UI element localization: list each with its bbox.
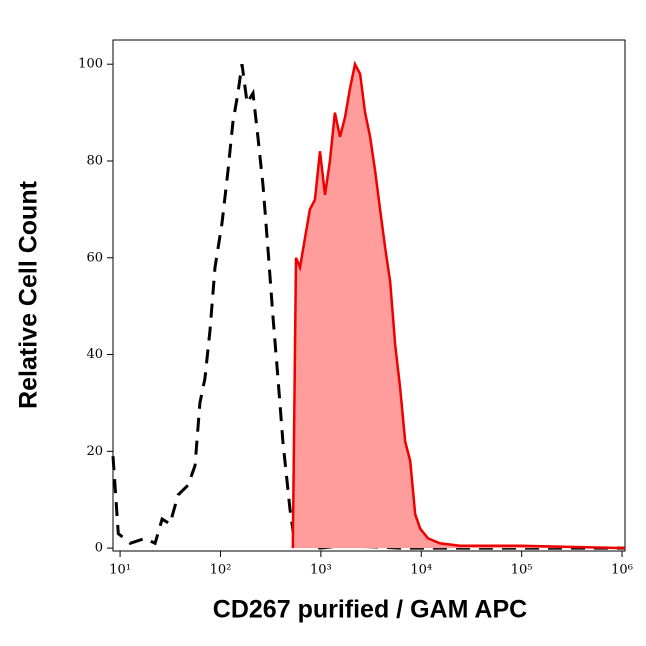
area	[292, 64, 625, 549]
x-tick-label: 10⁴	[410, 563, 432, 578]
y-tick-label: 60	[86, 250, 103, 265]
y-tick-label: 0	[95, 541, 103, 556]
x-tick-label: 10¹	[109, 563, 131, 578]
x-tick-label: 10²	[210, 563, 232, 578]
x-tick-label: 10⁶	[611, 563, 633, 578]
y-tick-label: 40	[86, 347, 103, 362]
x-axis-label: CD267 purified / GAM APC	[213, 596, 527, 624]
y-tick-label: 80	[86, 153, 103, 168]
plot-frame	[112, 39, 626, 552]
y-tick-label: 20	[86, 444, 103, 459]
line	[291, 60, 626, 550]
y-tick-label: 100	[78, 57, 103, 72]
x-tick-label: 10³	[310, 563, 332, 578]
y-axis-label: Relative Cell Count	[15, 180, 43, 408]
x-tick-label: 10⁵	[511, 563, 533, 578]
